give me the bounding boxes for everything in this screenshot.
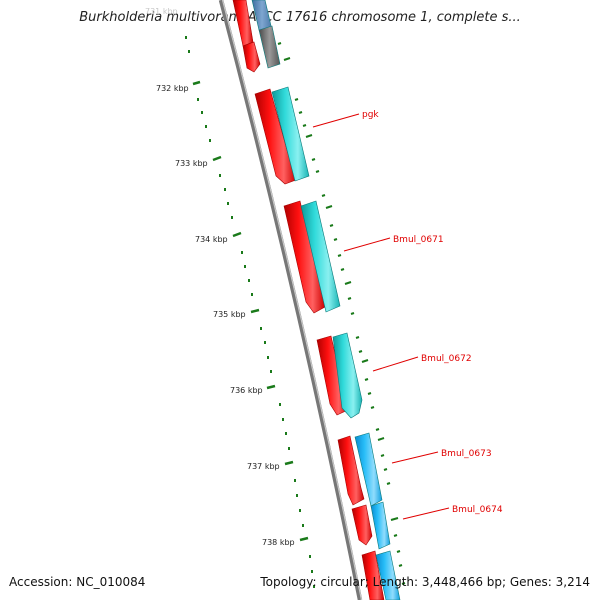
tick-label-733: 733 kbp xyxy=(175,159,208,168)
tick-label-734: 734 kbp xyxy=(195,235,228,244)
summary-text: Topology: circular; Length: 3,448,466 bp… xyxy=(260,575,590,589)
map-title: Burkholderia multivorans ATCC 17616 chro… xyxy=(79,10,521,25)
gene-red-top2 xyxy=(242,41,261,73)
cds-0673 xyxy=(354,432,383,507)
tick-label-736: 736 kbp xyxy=(230,386,263,395)
tick-label-732: 732 kbp xyxy=(156,84,189,93)
backbone-line xyxy=(218,0,363,600)
gene-red-bottom xyxy=(361,550,385,600)
tick-label-737: 737 kbp xyxy=(247,462,280,471)
cds-0672 xyxy=(332,332,363,419)
cds-bottom xyxy=(375,550,401,600)
accession-text: Accession: NC_010084 xyxy=(9,575,146,589)
gene-red-0674 xyxy=(351,504,373,546)
minor-ticks xyxy=(185,36,315,588)
leader-lines xyxy=(312,113,450,520)
gene-label-bmul-0671[interactable]: Bmul_0671 xyxy=(393,235,444,245)
gene-red-top1 xyxy=(232,0,254,47)
tick-label-735: 735 kbp xyxy=(213,310,246,319)
backbone-highlight xyxy=(221,0,363,600)
tick-label-faded: 731 kbp xyxy=(145,7,178,16)
genes-cds[interactable] xyxy=(251,0,401,600)
cds-pgk xyxy=(271,86,310,182)
gene-red-0673 xyxy=(337,435,365,506)
gene-label-pgk[interactable]: pgk xyxy=(362,110,379,120)
tick-label-738: 738 kbp xyxy=(262,538,295,547)
gene-label-bmul-0674[interactable]: Bmul_0674 xyxy=(452,505,503,515)
feature-ticks xyxy=(277,42,406,585)
major-ticks xyxy=(192,80,309,542)
gene-grey-top xyxy=(258,25,281,69)
gene-label-bmul-0672[interactable]: Bmul_0672 xyxy=(421,354,472,364)
cds-0674 xyxy=(370,501,391,550)
genes-red[interactable] xyxy=(232,0,385,600)
cds-0671 xyxy=(300,200,341,313)
gene-label-bmul-0673[interactable]: Bmul_0673 xyxy=(441,449,492,459)
